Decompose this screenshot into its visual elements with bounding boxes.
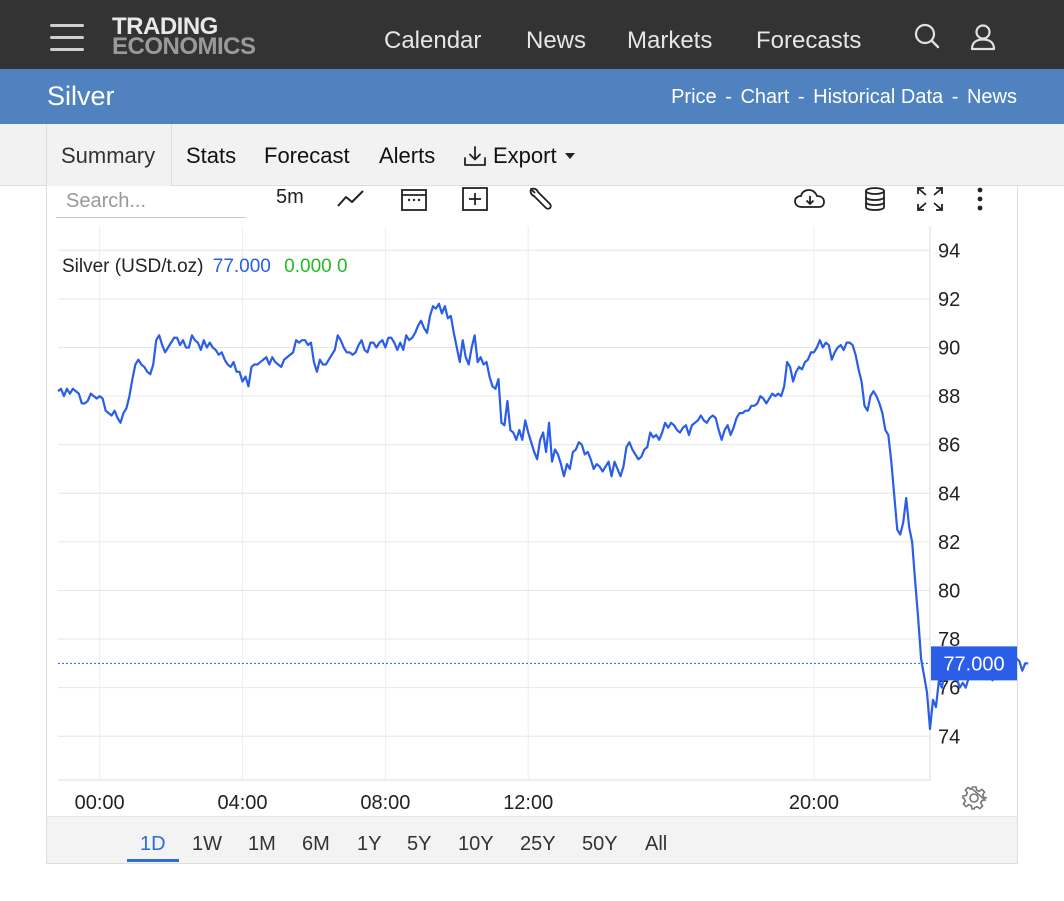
x-tick-label: 12:00	[503, 792, 553, 814]
x-tick-label: 08:00	[360, 792, 410, 814]
y-tick-label: 90	[938, 337, 960, 359]
chart-search-input[interactable]	[56, 186, 246, 218]
link-separator: -	[951, 86, 959, 108]
top-navigation-bar	[0, 0, 1064, 69]
link-news[interactable]: News	[966, 86, 1017, 108]
export-label: Export	[493, 143, 557, 168]
chart-grid	[58, 226, 931, 781]
legend-series-name: Silver (USD/t.oz)	[62, 256, 204, 277]
calendar-icon[interactable]	[400, 186, 428, 212]
x-tick-label: 04:00	[217, 792, 267, 814]
x-tick-label: 20:00	[789, 792, 839, 814]
y-tick-label: 84	[938, 483, 960, 505]
download-icon	[464, 146, 486, 166]
sub-navigation-links: Price - Chart - Historical Data - News	[671, 86, 1017, 109]
link-historical-data[interactable]: Historical Data	[813, 86, 944, 108]
legend-last-value: 77.000	[212, 256, 271, 277]
period-1d[interactable]: 1D	[140, 833, 166, 855]
y-tick-label: 80	[938, 580, 960, 602]
y-tick-label: 92	[938, 289, 960, 311]
database-icon[interactable]	[862, 186, 888, 212]
line-chart-type-icon[interactable]	[336, 186, 366, 212]
period-25y[interactable]: 25Y	[520, 833, 556, 855]
logo-line-2: ECONOMICS	[112, 33, 256, 60]
search-icon[interactable]	[912, 22, 942, 52]
period-10y[interactable]: 10Y	[458, 833, 494, 855]
logo-line-1: TRADING	[112, 13, 218, 40]
period-all[interactable]: All	[645, 833, 668, 855]
legend-change: 0.000 0	[284, 256, 348, 277]
period-5y[interactable]: 5Y	[407, 833, 432, 855]
trading-economics-logo[interactable]: TRADING ECONOMICS	[112, 13, 256, 60]
y-tick-label: 78	[938, 629, 960, 651]
last-price-label: 77.000	[943, 653, 1004, 675]
x-tick-label: 00:00	[75, 792, 125, 814]
link-price[interactable]: Price	[671, 86, 717, 108]
nav-calendar[interactable]: Calendar	[384, 27, 482, 54]
x-axis: 00:00 04:00 08:00 12:00 20:00	[75, 792, 839, 814]
interval-selector[interactable]: 5m	[276, 186, 304, 208]
nav-markets[interactable]: Markets	[627, 27, 713, 54]
chart-legend: Silver (USD/t.oz) 77.000 0.000 0	[62, 256, 348, 278]
tab-export[interactable]: Export	[462, 143, 577, 169]
wrench-icon[interactable]	[526, 186, 554, 212]
period-selector-bar	[47, 816, 1017, 863]
tab-alerts[interactable]: Alerts	[379, 143, 436, 168]
y-tick-label: 82	[938, 532, 960, 554]
instrument-title-bar	[0, 69, 1064, 124]
y-tick-label: 86	[938, 435, 960, 457]
silver-price-line	[57, 302, 1029, 731]
last-price-marker	[931, 646, 1017, 681]
tab-forecast[interactable]: Forecast	[264, 143, 350, 168]
active-period-underline	[127, 859, 179, 862]
cloud-download-icon[interactable]	[793, 186, 827, 212]
period-1w[interactable]: 1W	[192, 833, 222, 855]
settings-gear-icon[interactable]	[961, 785, 987, 811]
fullscreen-icon[interactable]	[916, 186, 944, 212]
tab-summary[interactable]: Summary	[61, 143, 156, 168]
link-separator: -	[725, 86, 732, 108]
more-options-icon[interactable]	[970, 186, 990, 212]
period-6m[interactable]: 6M	[302, 833, 330, 855]
y-tick-label: 88	[938, 386, 960, 408]
hamburger-menu-icon[interactable]	[50, 24, 84, 52]
y-tick-label: 94	[938, 240, 960, 262]
link-separator: -	[797, 86, 805, 108]
nav-forecasts[interactable]: Forecasts	[756, 27, 862, 54]
tab-summary-frame	[46, 124, 172, 187]
y-tick-label: 74	[938, 726, 960, 748]
tab-stats[interactable]: Stats	[186, 143, 237, 168]
period-1m[interactable]: 1M	[248, 833, 276, 855]
user-icon[interactable]	[968, 22, 998, 52]
caret-down-icon	[564, 153, 575, 159]
link-chart[interactable]: Chart	[740, 86, 790, 108]
nav-news[interactable]: News	[526, 27, 587, 54]
period-50y[interactable]: 50Y	[582, 833, 618, 855]
tab-bar	[0, 124, 1064, 186]
compare-add-icon[interactable]	[461, 186, 489, 212]
period-1y[interactable]: 1Y	[357, 833, 382, 855]
page-title: Silver	[47, 81, 115, 111]
